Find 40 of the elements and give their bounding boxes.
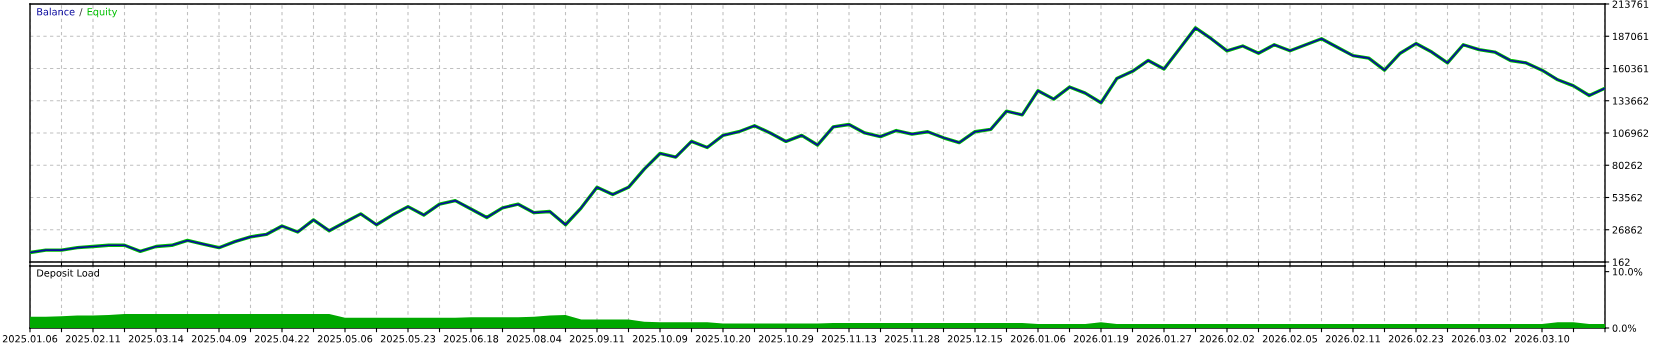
- x-tick-label: 2025.05.06: [317, 335, 373, 343]
- x-tick-label: 2026.01.19: [1073, 335, 1129, 343]
- y-tick-label: 26862: [1612, 226, 1642, 234]
- y-tick-label: 53562: [1612, 193, 1642, 202]
- annotation: /: [79, 8, 83, 17]
- x-tick-label: 2025.09.11: [569, 335, 624, 343]
- x-tick-label: 2026.03.02: [1451, 335, 1506, 343]
- x-tick-label: 2025.02.11: [65, 335, 120, 343]
- x-tick-label: 2025.11.28: [884, 335, 940, 343]
- chart-title: Deposit Load: [37, 269, 99, 279]
- y-tick-label: 106962: [1613, 129, 1649, 137]
- x-tick-label: 2026.03.10: [1514, 335, 1570, 343]
- x-tick-label: 2025.04.22: [254, 335, 309, 343]
- x-tick-label: 2026.02.05: [1262, 335, 1317, 343]
- x-tick-label: 2025.10.29: [758, 335, 814, 343]
- text: Balance: [37, 7, 75, 16]
- x-tick-label: 2025.11.13: [821, 335, 877, 343]
- x-tick-label: 2025.03.14: [128, 335, 184, 343]
- y-tick-label: 10.0%: [1613, 268, 1643, 276]
- text: Equity: [87, 7, 118, 18]
- y-tick-label: 160361: [1613, 64, 1649, 73]
- x-tick-label: 2025.01.06: [2, 335, 58, 343]
- x-tick-label: 2025.06.18: [443, 335, 499, 343]
- y-tick-label: 80262: [1612, 161, 1642, 170]
- x-tick-label: 2026.02.11: [1325, 335, 1380, 343]
- y-tick-label: 0.0%: [1612, 324, 1637, 332]
- x-tick-label: 2026.01.27: [1136, 335, 1191, 343]
- x-tick-label: 2025.10.09: [632, 335, 688, 343]
- x-tick-label: 2025.04.09: [191, 335, 247, 343]
- x-tick-label: 2026.01.06: [1010, 335, 1066, 343]
- x-tick-label: 2025.12.15: [947, 335, 1002, 343]
- y-tick-label: 162: [1613, 258, 1630, 266]
- x-tick-label: 2025.10.20: [695, 335, 751, 343]
- y-tick-label: 213761: [1612, 0, 1649, 8]
- x-tick-label: 2026.02.02: [1199, 335, 1254, 343]
- y-tick-label: 187061: [1613, 32, 1649, 41]
- y-tick-label: 133662: [1613, 97, 1649, 105]
- x-tick-label: 2025.05.23: [380, 335, 436, 343]
- x-tick-label: 2025.08.04: [506, 335, 562, 343]
- x-tick-label: 2026.02.23: [1388, 335, 1444, 343]
